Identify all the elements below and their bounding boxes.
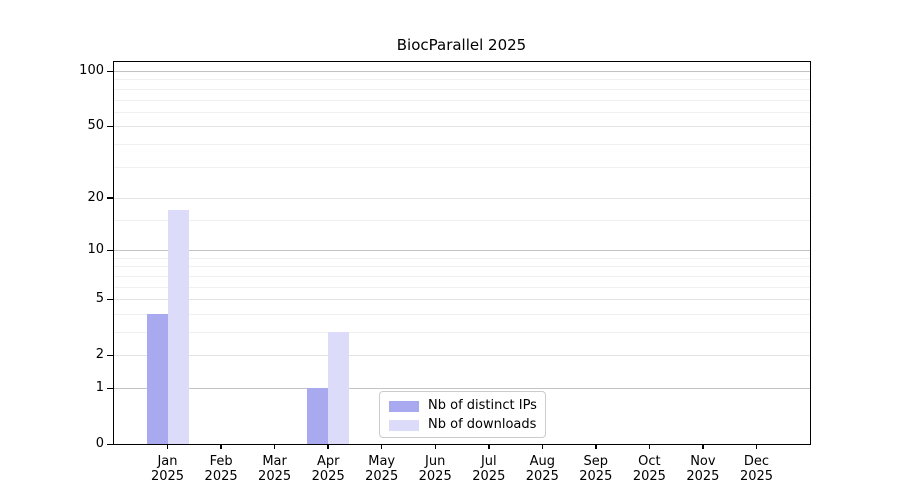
gridline-minor-7 xyxy=(114,275,810,277)
gridline-100 xyxy=(114,71,810,72)
x-tick-jan xyxy=(166,444,169,449)
x-tick-month-feb: Feb xyxy=(209,454,233,469)
x-tick-label-sep: Sep 2025 xyxy=(568,454,624,484)
x-tick-year-oct: 2025 xyxy=(632,469,666,484)
legend-label-distinct-ips: Nb of distinct IPs xyxy=(428,398,537,413)
plot-area: 0 1 2 5 10 20 50 100 Jan 2025 Feb 2025 Mar 2025 Apr 202… xyxy=(79,61,811,484)
x-tick-month-nov: Nov xyxy=(690,454,716,469)
x-tick-jul xyxy=(488,444,490,449)
x-tick-month-aug: Aug xyxy=(529,454,555,469)
y-tick-label-20: 20 xyxy=(87,189,104,205)
y-tick-label-1: 1 xyxy=(95,380,104,395)
gridline-50 xyxy=(114,126,810,128)
y-tick-label-50: 50 xyxy=(87,118,104,134)
gridline-2 xyxy=(114,355,810,357)
x-tick-aug xyxy=(541,444,544,449)
gridline-1 xyxy=(114,388,810,389)
x-tick-month-may: May xyxy=(368,454,396,469)
x-tick-month-jul: Jul xyxy=(480,454,497,469)
x-tick-month-mar: Mar xyxy=(262,454,287,469)
gridline-minor-3 xyxy=(114,332,810,333)
gridline-minor-40 xyxy=(114,143,810,145)
x-tick-may xyxy=(380,444,383,449)
x-tick-apr xyxy=(327,444,329,449)
x-tick-year-jul: 2025 xyxy=(472,469,506,484)
x-tick-year-apr: 2025 xyxy=(311,469,345,484)
x-tick-year-jan: 2025 xyxy=(150,469,185,484)
gridline-minor-90 xyxy=(114,79,810,81)
x-tick-jun xyxy=(434,444,436,449)
bar-ips-jan xyxy=(146,313,168,444)
y-tick-100 xyxy=(107,70,113,72)
x-tick-month-apr: Apr xyxy=(316,454,340,469)
x-tick-label-feb: Feb 2025 xyxy=(193,454,249,484)
y-tick-1 xyxy=(107,387,113,389)
legend-item-downloads: Nb of downloads xyxy=(389,417,537,433)
legend-item-distinct-ips: Nb of distinct IPs xyxy=(389,398,537,414)
x-tick-month-oct: Oct xyxy=(638,454,661,469)
gridline-minor-70 xyxy=(114,99,810,101)
x-tick-year-feb: 2025 xyxy=(204,469,238,484)
x-tick-label-aug: Aug 2025 xyxy=(514,454,570,484)
gridline-minor-9 xyxy=(114,257,810,259)
x-tick-month-jun: Jun xyxy=(425,454,446,469)
gridline-minor-15 xyxy=(114,219,810,221)
gridline-20 xyxy=(114,197,810,199)
x-tick-label-nov: Nov 2025 xyxy=(675,454,731,484)
x-tick-year-jun: 2025 xyxy=(418,469,452,484)
legend-label-downloads: Nb of downloads xyxy=(428,417,537,432)
gridline-minor-8 xyxy=(114,266,810,268)
y-tick-label-10: 10 xyxy=(87,242,104,258)
gridline-5 xyxy=(114,299,810,301)
gridline-minor-60 xyxy=(114,111,810,113)
x-tick-mar xyxy=(273,444,276,449)
x-tick-sep xyxy=(595,444,597,449)
gridline-minor-30 xyxy=(114,166,810,168)
gridline-minor-4 xyxy=(114,313,810,315)
y-tick-50 xyxy=(107,125,113,128)
x-tick-nov xyxy=(702,444,704,449)
y-tick-20 xyxy=(107,197,113,199)
bar-downloads-jan xyxy=(167,210,189,444)
y-tick-label-5: 5 xyxy=(95,291,104,307)
x-tick-label-jan: Jan 2025 xyxy=(140,454,196,484)
gridline-minor-6 xyxy=(114,286,810,288)
x-tick-feb xyxy=(220,444,222,449)
x-tick-label-dec: Dec 2025 xyxy=(729,454,785,484)
x-tick-year-nov: 2025 xyxy=(686,469,720,484)
x-tick-dec xyxy=(755,444,758,449)
chart-title: BiocParallel 2025 xyxy=(396,36,527,54)
legend-swatch-distinct-ips xyxy=(389,400,419,412)
x-tick-year-aug: 2025 xyxy=(525,469,559,484)
x-tick-year-sep: 2025 xyxy=(579,469,613,484)
x-tick-month-jan: Jan xyxy=(157,454,178,469)
legend: Nb of distinct IPs Nb of downloads xyxy=(379,391,546,438)
x-tick-year-dec: 2025 xyxy=(739,469,774,484)
bar-ips-apr xyxy=(307,388,329,444)
y-tick-10 xyxy=(107,249,113,252)
y-tick-0 xyxy=(107,443,113,445)
y-tick-5 xyxy=(107,298,113,301)
x-tick-month-dec: Dec xyxy=(743,454,770,469)
x-tick-label-oct: Oct 2025 xyxy=(621,454,677,484)
x-tick-year-may: 2025 xyxy=(365,469,399,484)
y-tick-2 xyxy=(107,354,113,357)
x-tick-oct xyxy=(648,444,651,449)
x-tick-label-mar: Mar 2025 xyxy=(247,454,303,484)
bar-downloads-apr xyxy=(328,332,350,444)
y-tick-label-100: 100 xyxy=(79,63,104,78)
y-tick-label-2: 2 xyxy=(95,347,104,363)
x-tick-label-jul: Jul 2025 xyxy=(461,454,517,484)
gridline-10 xyxy=(114,250,810,252)
x-tick-month-sep: Sep xyxy=(583,454,609,469)
x-tick-year-mar: 2025 xyxy=(258,469,292,484)
y-tick-label-0: 0 xyxy=(95,436,104,451)
legend-swatch-downloads xyxy=(389,419,419,431)
x-tick-label-apr: Apr 2025 xyxy=(300,454,356,484)
x-tick-label-may: May 2025 xyxy=(354,454,410,484)
gridline-minor-80 xyxy=(114,88,810,90)
x-tick-label-jun: Jun 2025 xyxy=(407,454,463,484)
